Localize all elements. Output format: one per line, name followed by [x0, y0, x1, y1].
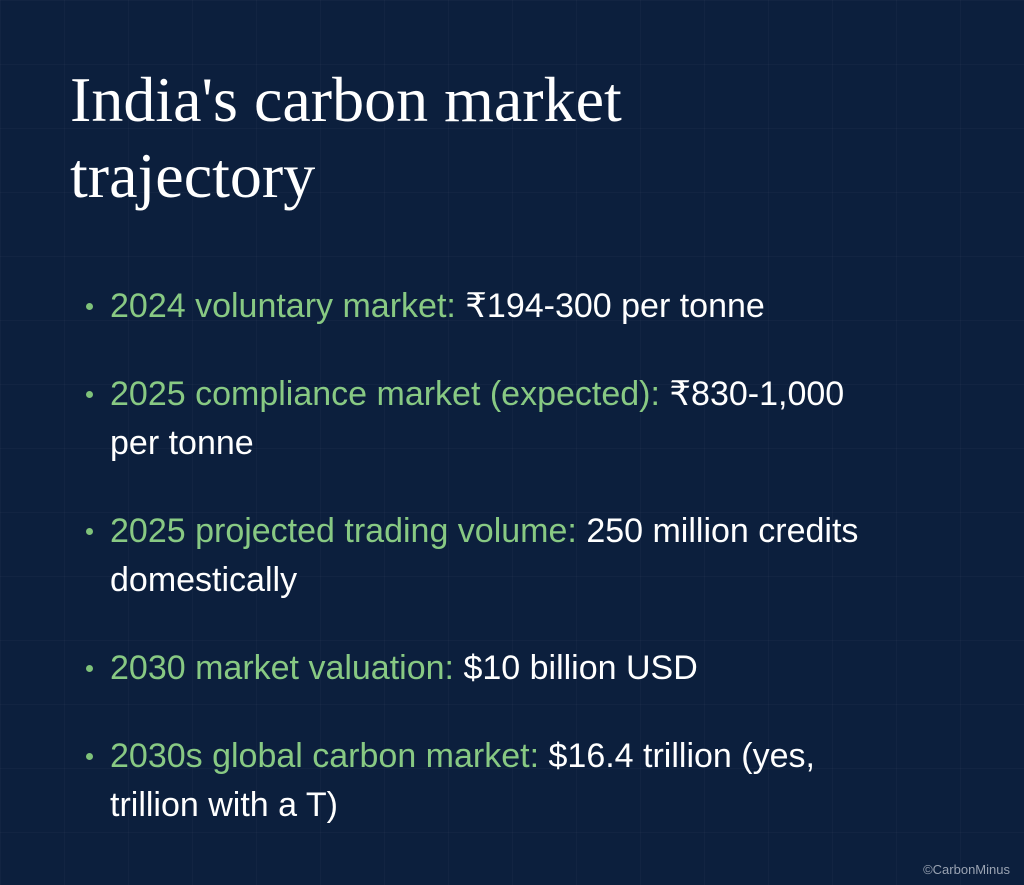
bullet-item: 2025 projected trading volume: 250 milli… [82, 507, 902, 605]
bullet-text: ₹830-1,000 per tonne [110, 375, 845, 462]
bullet-text: 250 million credits domestically [110, 512, 859, 599]
bullet-item: 2030s global carbon market: $16.4 trilli… [82, 732, 902, 830]
title: India's carbon market trajectory [70, 64, 622, 211]
bullet-item: 2024 voluntary market: ₹194-300 per tonn… [82, 282, 902, 331]
bullet-list: 2024 voluntary market: ₹194-300 per tonn… [82, 282, 902, 869]
bullet-label: 2024 voluntary market: [110, 287, 456, 325]
bullet-label: 2030 market valuation: [110, 649, 454, 687]
bullet-text: $16.4 trillion (yes, trillion with a T) [110, 737, 815, 824]
bullet-label: 2025 projected trading volume: [110, 512, 577, 550]
bullet-text: $10 billion USD [463, 649, 698, 687]
bullet-text: ₹194-300 per tonne [465, 287, 765, 325]
bullet-item: 2030 market valuation: $10 billion USD [82, 644, 902, 693]
bullet-label: 2025 compliance market (expected): [110, 375, 660, 413]
footer: ©CarbonMinus [923, 862, 1010, 877]
bullet-label: 2030s global carbon market: [110, 737, 540, 775]
bullet-item: 2025 compliance market (expected): ₹830-… [82, 370, 902, 468]
